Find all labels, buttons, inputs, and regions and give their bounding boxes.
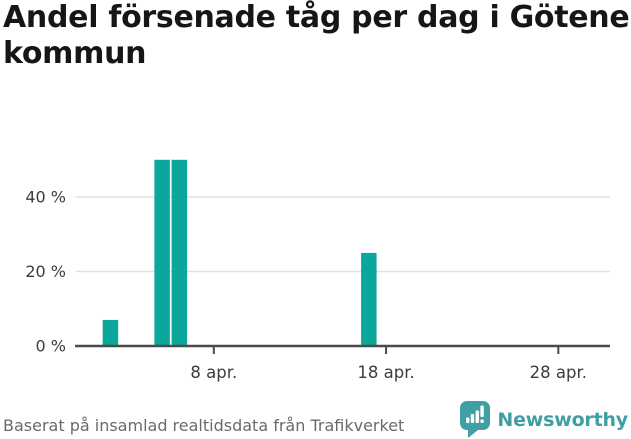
newsworthy-bubble-icon bbox=[460, 401, 491, 438]
bar-2-apr bbox=[102, 319, 119, 346]
bar-chart: 0 % 20 % 40 % 8 apr. 18 apr. 28 apr. bbox=[0, 130, 631, 392]
bar-6-apr bbox=[171, 159, 188, 346]
newsworthy-logo: Newsworthy bbox=[460, 401, 628, 438]
y-tick-label: 40 % bbox=[25, 188, 66, 207]
chart-title: Andel försenade tåg per dag i Götene kom… bbox=[3, 0, 630, 71]
bar-17-apr bbox=[361, 252, 377, 346]
x-tick-label: 8 apr. bbox=[190, 363, 237, 382]
y-tick-label: 0 % bbox=[36, 337, 66, 356]
source-note: Baserat på insamlad realtidsdata från Tr… bbox=[3, 416, 405, 435]
x-tick-label: 18 apr. bbox=[357, 363, 414, 382]
bar-chart-svg: 0 % 20 % 40 % 8 apr. 18 apr. 28 apr. bbox=[25, 159, 610, 382]
y-tick-label: 20 % bbox=[25, 262, 66, 281]
x-tick-label: 28 apr. bbox=[530, 363, 587, 382]
bar-5-apr bbox=[154, 159, 170, 346]
newsworthy-wordmark: Newsworthy bbox=[497, 408, 628, 431]
